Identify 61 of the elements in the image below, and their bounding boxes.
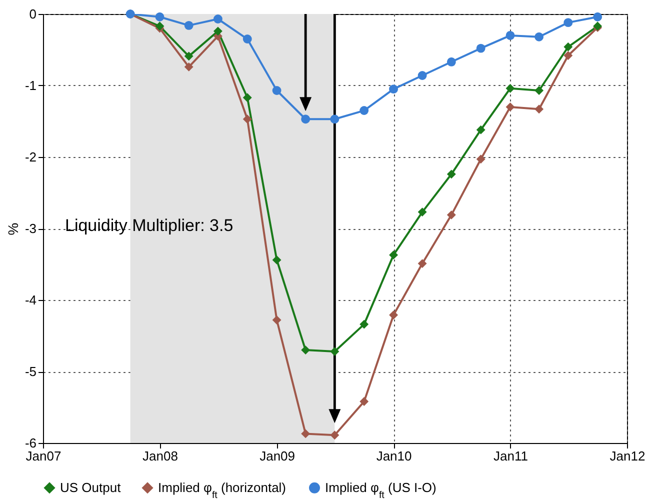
point — [593, 12, 602, 22]
y-tick-label: -6 — [24, 436, 36, 450]
point — [360, 397, 369, 406]
x-tick-label: Jan09 — [260, 448, 296, 464]
point — [360, 320, 369, 329]
y-tick-label: 0 — [29, 6, 36, 22]
point — [389, 250, 398, 260]
annotation: Liquidity Multiplier: 3.5 — [65, 216, 234, 235]
point — [242, 34, 252, 44]
x-tick-label: Jan08 — [142, 448, 178, 464]
y-tick-label: -5 — [24, 364, 36, 379]
point — [506, 30, 515, 40]
point — [534, 32, 544, 42]
point — [272, 86, 282, 95]
point — [564, 42, 573, 52]
point — [213, 26, 222, 36]
y-tick-label: -4 — [24, 292, 36, 308]
point — [476, 154, 486, 164]
point — [184, 62, 194, 72]
point — [330, 347, 340, 356]
x-tick-label: Jan07 — [26, 448, 62, 464]
legend-label: Implied φ$_{ft}$ (US I-O) — [325, 480, 436, 500]
point — [418, 208, 427, 217]
x-tick-label: Jan10 — [376, 448, 412, 464]
point — [301, 346, 310, 355]
y-tick-label: -2 — [24, 150, 36, 164]
point — [301, 429, 310, 438]
point — [330, 114, 340, 124]
y-tick-label: -3 — [24, 221, 36, 236]
point — [272, 316, 282, 324]
point — [301, 114, 310, 124]
point — [272, 255, 282, 264]
x-tick-label: Jan11 — [494, 448, 528, 464]
point — [446, 57, 456, 66]
point — [213, 14, 222, 24]
y-tick-label: -1 — [24, 78, 36, 93]
point — [506, 102, 515, 112]
point — [564, 18, 573, 28]
point — [360, 106, 369, 115]
point — [418, 259, 427, 268]
point — [418, 71, 427, 80]
y-axis-title: % — [4, 222, 21, 236]
legend-label: US Output — [60, 480, 122, 495]
point — [330, 430, 340, 440]
point — [242, 93, 252, 102]
point — [155, 12, 164, 22]
point — [476, 125, 486, 134]
point — [242, 114, 252, 124]
point — [184, 20, 194, 30]
point — [389, 84, 398, 94]
point — [446, 170, 456, 179]
point — [564, 51, 573, 60]
point — [476, 44, 486, 53]
legend-label: Implied φ$_{ft}$ (horizontal) — [158, 480, 286, 500]
point — [534, 86, 544, 95]
point — [184, 52, 194, 61]
point — [534, 104, 544, 114]
x-tick-label: Jan12 — [610, 448, 646, 464]
point — [446, 210, 456, 220]
point — [506, 84, 515, 93]
point — [389, 310, 398, 320]
